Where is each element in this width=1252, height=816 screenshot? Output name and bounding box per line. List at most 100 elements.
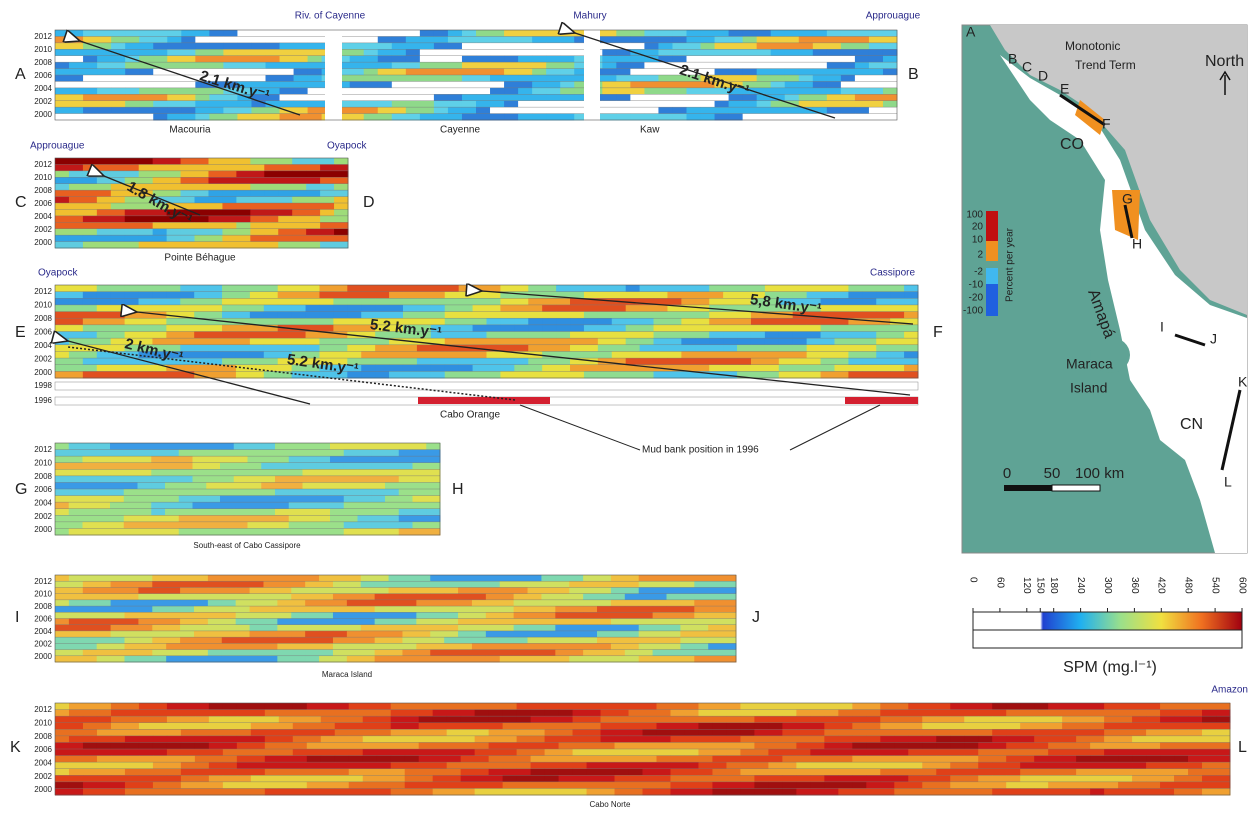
heat-cell xyxy=(486,351,501,359)
heat-cell xyxy=(600,722,616,730)
heat-cell xyxy=(389,338,404,346)
heat-cell xyxy=(250,215,265,223)
heat-cell xyxy=(784,94,800,102)
heat-cell xyxy=(516,788,532,796)
heat-cell xyxy=(768,735,783,743)
heat-cell xyxy=(207,575,223,582)
heat-cell xyxy=(110,351,126,359)
heat-cell xyxy=(458,606,473,613)
heat-cell xyxy=(778,298,794,306)
heat-cell xyxy=(600,735,616,743)
heat-cell xyxy=(194,241,209,249)
heat-cell xyxy=(138,612,153,619)
heat-cell xyxy=(834,298,849,306)
heat-cell xyxy=(614,716,630,724)
heat-cell xyxy=(153,55,168,63)
heat-cell xyxy=(292,241,307,249)
heat-cell xyxy=(569,649,584,657)
panel-letter: D xyxy=(363,194,375,211)
heat-cell xyxy=(1146,735,1161,743)
heat-cell xyxy=(167,94,182,102)
heat-cell xyxy=(293,42,309,50)
heat-cell xyxy=(712,749,727,757)
heat-cell xyxy=(404,735,420,743)
heat-cell xyxy=(385,443,400,451)
heat-cell xyxy=(124,716,140,724)
heat-cell xyxy=(152,606,167,613)
heat-cell xyxy=(890,331,905,339)
heat-cell xyxy=(950,729,965,737)
heat-cell xyxy=(166,624,181,632)
heat-cell xyxy=(208,344,223,352)
heat-cell xyxy=(305,344,320,352)
heat-cell xyxy=(278,158,293,165)
heat-cell xyxy=(700,55,716,63)
heat-cell xyxy=(178,456,193,464)
heat-cell xyxy=(123,482,138,490)
heat-cell xyxy=(83,36,98,44)
heat-cell xyxy=(195,55,210,63)
heat-cell xyxy=(530,716,546,724)
heat-cell xyxy=(209,42,224,50)
heat-cell xyxy=(334,788,350,796)
heat-cell xyxy=(1132,755,1147,763)
heat-cell xyxy=(430,649,445,657)
heat-cell xyxy=(68,364,84,372)
heat-cell xyxy=(334,203,349,210)
heat-cell xyxy=(1160,716,1175,724)
heat-cell xyxy=(137,508,152,516)
heat-cell xyxy=(375,351,390,359)
heat-cell xyxy=(798,81,814,89)
heat-cell xyxy=(250,762,266,770)
heat-cell xyxy=(334,755,350,763)
heat-cell xyxy=(55,338,70,346)
heat-cell xyxy=(151,521,166,529)
heat-cell xyxy=(597,298,613,306)
heat-cell xyxy=(152,331,167,339)
heat-cell xyxy=(97,94,112,102)
heat-cell xyxy=(444,311,460,319)
heat-cell xyxy=(513,606,529,613)
heat-cell xyxy=(1006,722,1021,730)
heat-cell xyxy=(572,775,588,783)
heat-cell xyxy=(165,462,180,470)
heat-cell xyxy=(806,331,822,339)
heat-cell xyxy=(306,762,322,770)
heat-cell xyxy=(1118,755,1133,763)
heat-cell xyxy=(278,164,293,172)
heat-cell xyxy=(712,735,727,743)
heat-cell xyxy=(167,113,182,121)
heat-cell xyxy=(782,768,797,776)
heat-cell xyxy=(124,203,140,210)
heat-cell xyxy=(68,456,83,464)
heat-cell xyxy=(614,768,630,776)
heat-cell xyxy=(152,630,167,638)
heat-cell xyxy=(504,55,519,63)
heat-cell xyxy=(55,475,70,483)
heat-cell xyxy=(488,703,504,711)
heat-cell xyxy=(936,749,951,757)
heat-cell xyxy=(570,331,585,339)
heat-cell xyxy=(658,87,673,95)
panel-letter: C xyxy=(15,194,27,211)
heat-cell xyxy=(138,575,153,582)
heat-cell xyxy=(722,630,737,638)
heat-cell xyxy=(124,170,140,178)
heat-cell xyxy=(826,107,842,115)
heat-cell xyxy=(388,618,403,626)
heat-cell xyxy=(137,475,152,483)
heat-cell xyxy=(709,291,724,299)
heat-cell xyxy=(597,606,612,613)
heat-cell xyxy=(235,599,251,607)
heat-cell xyxy=(528,318,543,326)
heat-cell xyxy=(527,593,542,601)
heat-cell xyxy=(402,344,418,352)
heat-cell xyxy=(138,762,154,770)
heat-cell xyxy=(180,318,195,326)
heat-cell xyxy=(235,649,251,657)
heat-cell xyxy=(55,775,70,783)
heat-cell xyxy=(527,575,542,582)
heat-cell xyxy=(461,100,477,108)
heat-cell xyxy=(670,788,685,796)
heat-cell xyxy=(602,49,617,57)
